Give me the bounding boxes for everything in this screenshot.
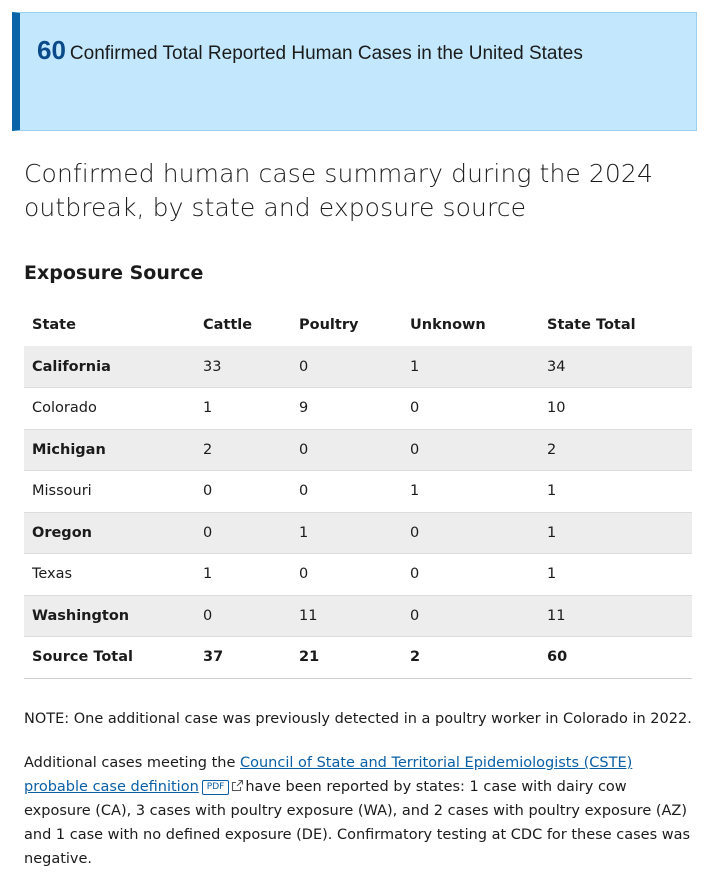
unknown-total-cell: 2 <box>402 636 539 679</box>
state-total-cell: 1 <box>539 512 692 554</box>
table-row: California 33 0 1 34 <box>24 346 692 388</box>
table-row: Missouri 0 0 1 1 <box>24 470 692 513</box>
column-header-cattle: Cattle <box>203 317 253 333</box>
column-header-unknown: Unknown <box>410 317 486 333</box>
grand-total-cell: 60 <box>539 636 692 679</box>
table-header-row: State Cattle Poultry Unknown State Total <box>24 304 692 346</box>
state-total-cell: 34 <box>539 346 692 388</box>
column-header-poultry: Poultry <box>299 317 359 333</box>
cattle-cell: 0 <box>195 512 291 554</box>
additional-cases-paragraph: Additional cases meeting the Council of … <box>24 751 696 871</box>
summary-callout: 60 Confirmed Total Reported Human Cases i… <box>12 12 697 131</box>
state-total-cell: 11 <box>539 595 692 637</box>
unknown-cell: 0 <box>402 429 539 471</box>
poultry-cell: 1 <box>291 512 402 554</box>
cattle-cell: 0 <box>195 470 291 513</box>
state-cell: Colorado <box>24 387 195 430</box>
state-total-cell: 2 <box>539 429 692 471</box>
cattle-cell: 33 <box>195 346 291 388</box>
pdf-badge: PDF <box>201 780 230 795</box>
unknown-cell: 0 <box>402 387 539 430</box>
state-total-cell: 10 <box>539 387 692 430</box>
table-row: Michigan 2 0 0 2 <box>24 429 692 471</box>
poultry-total-cell: 21 <box>291 636 402 679</box>
state-cell: California <box>24 346 195 388</box>
paragraph-details: have been reported by states: 1 case wit… <box>24 779 691 867</box>
table-row: Oregon 0 1 0 1 <box>24 512 692 554</box>
state-cell: Washington <box>24 595 195 637</box>
column-header-state: State <box>32 317 76 333</box>
state-cell: Texas <box>24 553 195 596</box>
unknown-cell: 1 <box>402 346 539 388</box>
column-header-state-total: State Total <box>547 317 636 333</box>
table-row: Texas 1 0 0 1 <box>24 553 692 596</box>
unknown-cell: 1 <box>402 470 539 513</box>
unknown-cell: 0 <box>402 553 539 596</box>
state-cell: Oregon <box>24 512 195 554</box>
poultry-cell: 9 <box>291 387 402 430</box>
external-link-icon[interactable] <box>231 779 244 792</box>
state-cell: Michigan <box>24 429 195 471</box>
poultry-cell: 11 <box>291 595 402 637</box>
paragraph-intro: Additional cases meeting the <box>24 755 240 771</box>
section-heading: Confirmed human case summary during the … <box>24 159 653 222</box>
case-summary-table: State Cattle Poultry Unknown State Total… <box>24 304 692 679</box>
source-total-row: Source Total 37 21 2 60 <box>24 636 692 679</box>
poultry-cell: 0 <box>291 346 402 388</box>
state-cell: Missouri <box>24 470 195 513</box>
total-cases-count: 60 <box>37 35 66 65</box>
state-total-cell: 1 <box>539 470 692 513</box>
table-row: Washington 0 11 0 11 <box>24 595 692 637</box>
cattle-cell: 2 <box>195 429 291 471</box>
exposure-source-heading: Exposure Source <box>24 262 204 284</box>
note-text: NOTE: One additional case was previously… <box>24 711 692 727</box>
cste-definition-link[interactable]: Council of State and Territorial Epidemi… <box>24 755 633 795</box>
cattle-cell: 1 <box>195 387 291 430</box>
total-label-cell: Source Total <box>24 636 195 679</box>
poultry-cell: 0 <box>291 553 402 596</box>
cattle-cell: 1 <box>195 553 291 596</box>
unknown-cell: 0 <box>402 595 539 637</box>
unknown-cell: 0 <box>402 512 539 554</box>
cattle-total-cell: 37 <box>195 636 291 679</box>
poultry-cell: 0 <box>291 429 402 471</box>
state-total-cell: 1 <box>539 553 692 596</box>
cattle-cell: 0 <box>195 595 291 637</box>
callout-line: 60 Confirmed Total Reported Human Cases i… <box>37 35 583 66</box>
table-row: Colorado 1 9 0 10 <box>24 387 692 430</box>
callout-text: Confirmed Total Reported Human Cases in … <box>69 43 583 64</box>
poultry-cell: 0 <box>291 470 402 513</box>
